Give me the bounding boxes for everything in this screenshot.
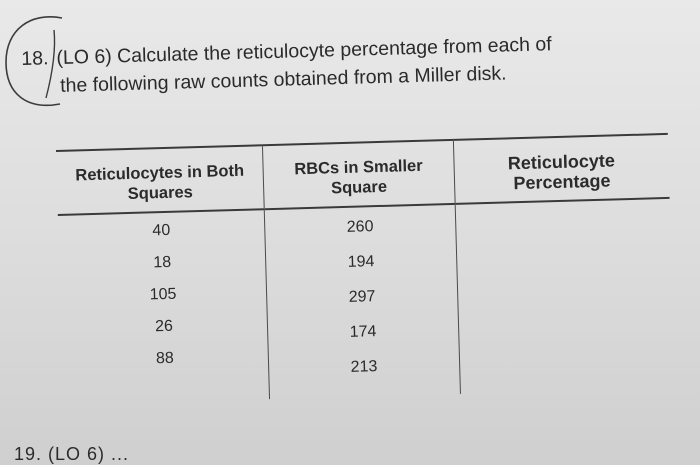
question-number: 18.	[21, 47, 49, 70]
column-rbcs: 260 194 297 174 213	[264, 203, 461, 400]
next-question-fragment: 19. (LO 6) ...	[14, 444, 130, 464]
header-rbcs: RBCs in Smaller Square	[262, 139, 455, 210]
header-percentage: Reticulocyte Percentage	[453, 133, 670, 204]
table-cell: 174	[349, 323, 377, 341]
question-18: 18. (LO 6) Calculate the reticulocyte per…	[21, 27, 682, 101]
column-percentage	[455, 198, 675, 394]
table-cell: 260	[346, 218, 374, 236]
table-cell: 297	[348, 288, 376, 306]
table-cell: 194	[347, 253, 375, 271]
column-reticulocytes: 40 18 105 26 88	[57, 209, 270, 405]
reticulocyte-table: Reticulocytes in Both Squares RBCs in Sm…	[56, 132, 695, 415]
header-reticulocytes: Reticulocytes in Both Squares	[56, 145, 265, 215]
table-cell-empty	[460, 329, 673, 367]
table-cell: 213	[350, 358, 378, 376]
table-cell: 88	[155, 349, 175, 368]
